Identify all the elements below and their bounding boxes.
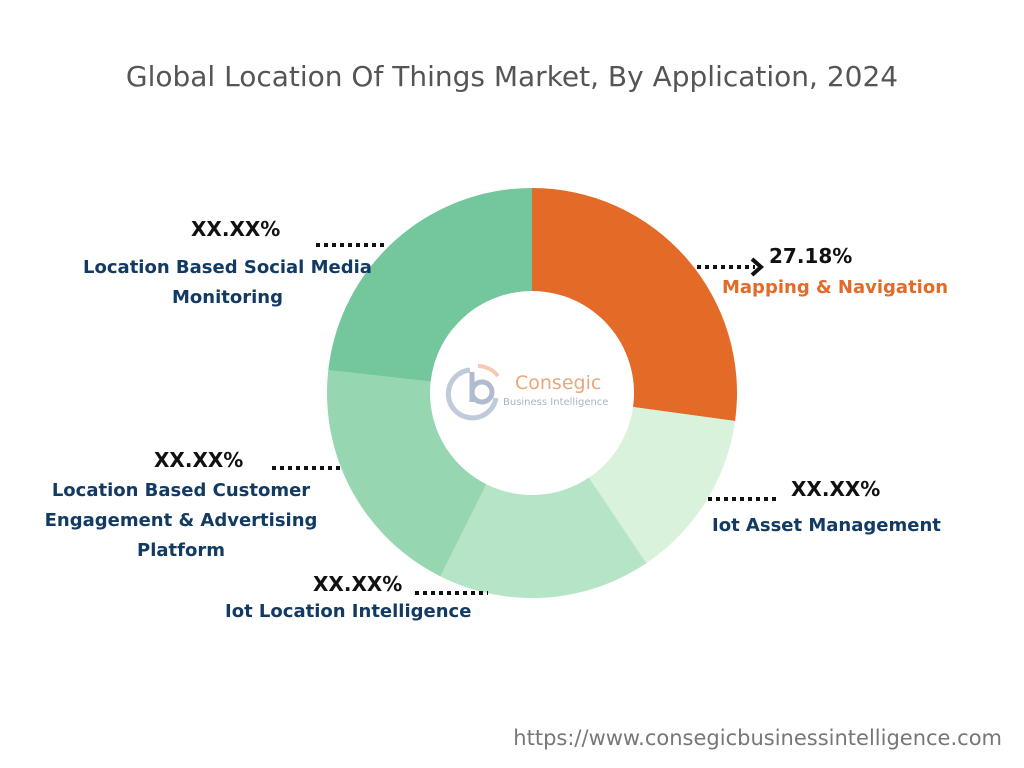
logo-tagline: Business Intelligence bbox=[503, 397, 608, 408]
donut-slice-3 bbox=[326, 370, 487, 577]
pct-label-mapping: 27.18% bbox=[769, 244, 853, 268]
arrow-head-icon bbox=[750, 257, 765, 277]
donut-slice-2 bbox=[440, 477, 647, 598]
pct-label-intelligence: XX.XX% bbox=[313, 572, 403, 596]
pct-label-engagement: XX.XX% bbox=[154, 448, 244, 472]
donut-slice-0 bbox=[532, 188, 737, 421]
donut-slice-1 bbox=[588, 406, 736, 564]
label-asset: Iot Asset Management bbox=[712, 515, 941, 536]
pct-label-social: XX.XX% bbox=[191, 217, 281, 241]
logo-name: Consegic bbox=[515, 372, 601, 394]
label-engagement: Location Based Customer Engagement & Adv… bbox=[44, 480, 318, 561]
label-intelligence: Iot Location Intelligence bbox=[225, 601, 472, 622]
consegic-logo bbox=[445, 364, 500, 421]
footer-url[interactable]: https://www.consegicbusinessintelligence… bbox=[513, 726, 1002, 750]
pct-label-asset: XX.XX% bbox=[791, 477, 881, 501]
chart-title: Global Location Of Things Market, By App… bbox=[125, 60, 899, 93]
label-mapping: Mapping & Navigation bbox=[722, 277, 949, 298]
donut-slice-4 bbox=[328, 188, 532, 382]
label-social: Location Based Social Media Monitoring bbox=[83, 257, 372, 308]
